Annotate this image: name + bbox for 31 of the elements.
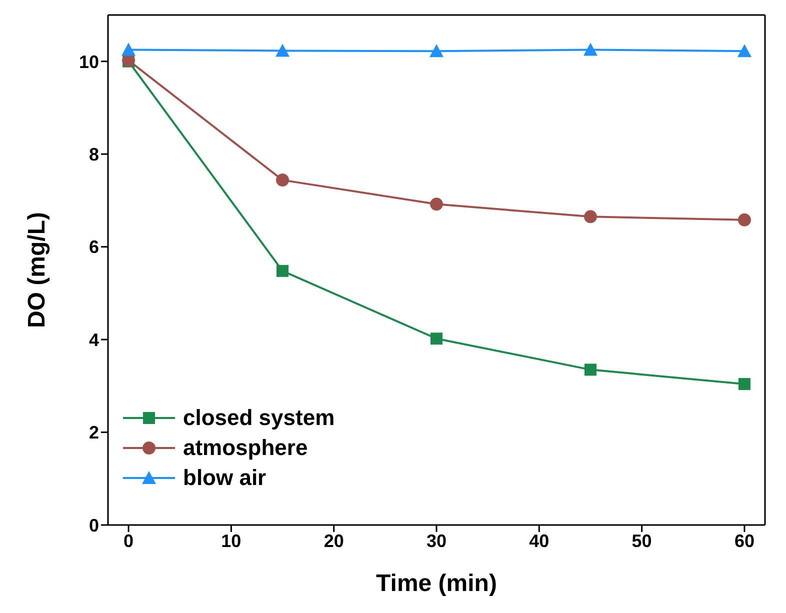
- x-tick-label: 50: [632, 530, 652, 551]
- point: [737, 44, 752, 58]
- y-tick-label: 6: [88, 237, 99, 258]
- x-tick-label: 20: [324, 530, 344, 551]
- y-tick-label: 0: [88, 515, 99, 536]
- y-tick-label: 2: [88, 422, 99, 443]
- point: [584, 210, 597, 224]
- point: [430, 44, 444, 58]
- point: [738, 213, 751, 226]
- y-tick-label: 10: [78, 52, 99, 72]
- x-axis-title: Time (min): [376, 570, 497, 597]
- x-tick-label: 40: [529, 530, 550, 551]
- legend-label: closed system: [183, 405, 335, 431]
- point: [276, 44, 290, 57]
- point: [276, 264, 289, 277]
- point: [738, 378, 750, 390]
- point: [276, 174, 290, 187]
- legend-label: blow air: [183, 465, 266, 491]
- x-tick-label: 0: [124, 530, 134, 551]
- legend-label: atmosphere: [183, 435, 308, 461]
- point: [122, 42, 136, 56]
- y-axis-title: DO (mg/L): [24, 212, 51, 328]
- point: [584, 364, 596, 376]
- point: [583, 42, 598, 56]
- x-tick-label: 30: [426, 530, 447, 551]
- point: [430, 332, 442, 345]
- y-tick-label: 4: [88, 330, 99, 350]
- x-tick-label: 60: [734, 530, 754, 551]
- y-tick-label: 8: [88, 144, 99, 164]
- point: [430, 198, 443, 211]
- x-tick-label: 10: [221, 530, 242, 551]
